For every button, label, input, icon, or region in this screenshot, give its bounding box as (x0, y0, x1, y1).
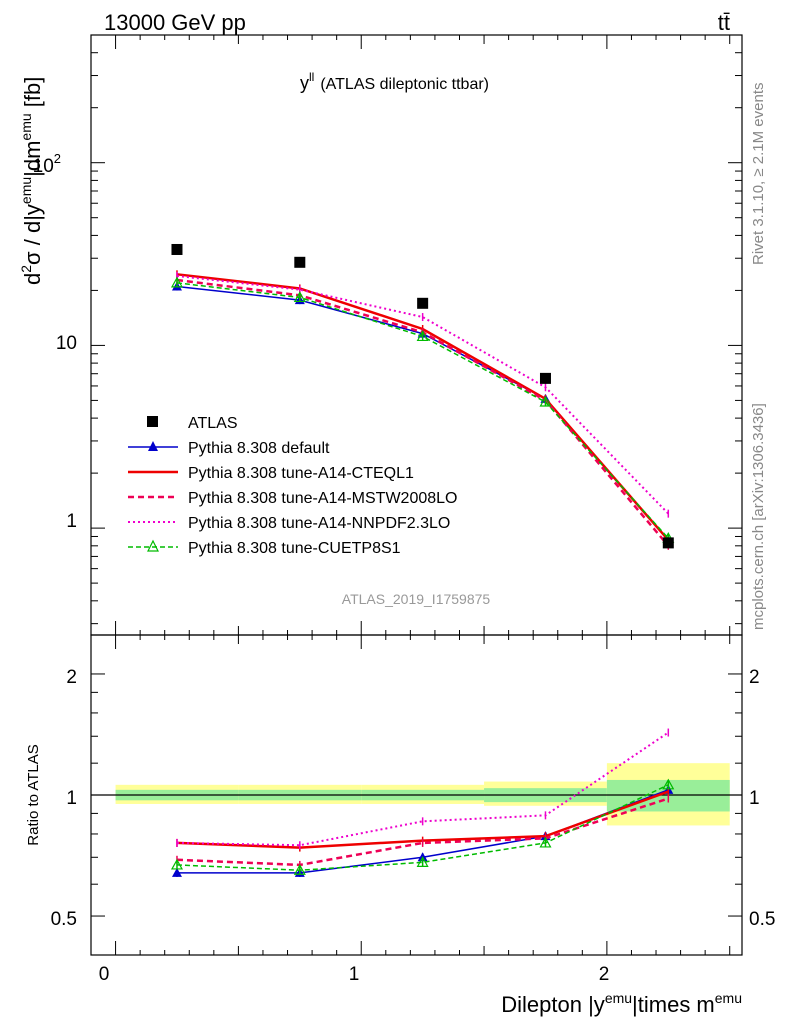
main-point-atlas (417, 297, 429, 309)
panel-title-sup: ll (309, 70, 314, 84)
legend: ATLAS Pythia 8.308 default Pythia 8.308 … (128, 415, 457, 557)
legend-label-default: Pythia 8.308 default (188, 440, 330, 457)
energy-label: 13000 GeV pp (104, 10, 246, 35)
y-axis-label: d2σ / d|yemu|dmemu [fb] (18, 77, 45, 285)
main-point-atlas (662, 537, 674, 549)
ratio-y-tick-label-0-5-right: 0.5 (749, 909, 775, 930)
panel-title-rest: (ATLAS dileptonic ttbar) (320, 76, 489, 93)
ratio-y-tick-label-1-right: 1 (749, 788, 760, 809)
legend-marker-cuetp8s1 (147, 539, 159, 552)
mcplots-label: mcplots.cern.ch [arXiv:1306.3436] (750, 403, 767, 630)
y-tick-label-100-exp: 2 (54, 151, 61, 166)
legend-marker-default (148, 441, 158, 451)
ratio-point-cuetp8s1 (416, 856, 429, 867)
xlabel-emu1: emu (605, 990, 632, 1006)
ratio-point-cuetp8s1 (293, 863, 306, 875)
legend-label-nnpdf: Pythia 8.308 tune-A14-NNPDF2.3LO (188, 515, 450, 532)
ratio-ticks (91, 635, 742, 955)
main-ticks (91, 34, 742, 635)
y-tick-label-10: 10 (56, 333, 77, 354)
x-tick-label-1: 1 (349, 964, 360, 985)
ratio-point-cuetp8s1 (662, 778, 675, 790)
xlabel-emu2: emu (715, 990, 742, 1006)
main-point-cuetp8s1 (170, 276, 184, 288)
ratio-point-cuetp8s1 (539, 836, 552, 848)
process-label: tt̄ (718, 10, 730, 35)
ratio-line-nnpdf (176, 731, 669, 847)
x-tick-label-2: 2 (599, 964, 610, 985)
legend-label-cuetp8s1: Pythia 8.308 tune-CUETP8S1 (188, 540, 401, 557)
legend-label-mstw: Pythia 8.308 tune-A14-MSTW2008LO (188, 490, 457, 507)
ylabel-sigma: σ / d|y (20, 204, 45, 265)
ratio-series (170, 728, 675, 877)
ylabel-sup2: 2 (18, 265, 34, 273)
main-point-atlas (539, 372, 551, 384)
main-series (170, 243, 675, 550)
main-point-atlas (294, 256, 306, 268)
ylabel-d: d (20, 273, 45, 285)
ratio-point-cuetp8s1 (170, 858, 184, 870)
ratio-y-tick-label-1: 1 (66, 788, 77, 809)
legend-label-atlas: ATLAS (188, 415, 238, 432)
ylabel-emu1: emu (18, 177, 34, 204)
ylabel-emu2: emu (18, 113, 34, 140)
y-tick-label-100-base: 10 (33, 156, 54, 177)
rivet-label: Rivet 3.1.10, ≥ 2.1M events (750, 83, 767, 266)
ratio-y-tick-label-2: 2 (66, 667, 77, 688)
panel-title-main: y (300, 73, 309, 93)
main-point-atlas (171, 243, 183, 255)
ylabel-dm: |dm (20, 141, 45, 177)
ratio-line-cuetp8s1 (176, 784, 669, 871)
ratio-line-mstw (176, 797, 669, 867)
ratio-y-axis-label: Ratio to ATLAS (25, 744, 42, 845)
main-point-cuetp8s1 (293, 291, 306, 303)
main-point-cuetp8s1 (416, 330, 429, 342)
xlabel-times: |times m (632, 992, 715, 1017)
xlabel-main: Dilepton |y (501, 992, 605, 1017)
ratio-point-default (171, 867, 182, 877)
main-panel: yll (ATLAS dileptonic ttbar) d2σ / d|yemu… (18, 34, 743, 636)
ratio-y-tick-label-0-5: 0.5 (51, 909, 77, 930)
ratio-bands (91, 763, 742, 826)
panel-title: yll (ATLAS dileptonic ttbar) (300, 70, 489, 93)
main-point-cuetp8s1 (539, 395, 552, 407)
ratio-panel: Ratio to ATLAS 2 1 0.5 2 1 0.5 0 1 2 Dil… (25, 634, 775, 1017)
analysis-id: ATLAS_2019_I1759875 (342, 591, 491, 607)
y-tick-label-1: 1 (66, 511, 77, 532)
legend-marker-atlas (147, 416, 158, 427)
ylabel-unit: [fb] (20, 77, 45, 114)
x-axis-label: Dilepton |yemu|times memu (501, 990, 742, 1017)
y-tick-label-100: 102 (33, 151, 61, 177)
x-tick-label-0: 0 (99, 964, 110, 985)
ratio-y-tick-label-2-right: 2 (749, 667, 760, 688)
legend-label-cteql1: Pythia 8.308 tune-A14-CTEQL1 (188, 465, 414, 482)
